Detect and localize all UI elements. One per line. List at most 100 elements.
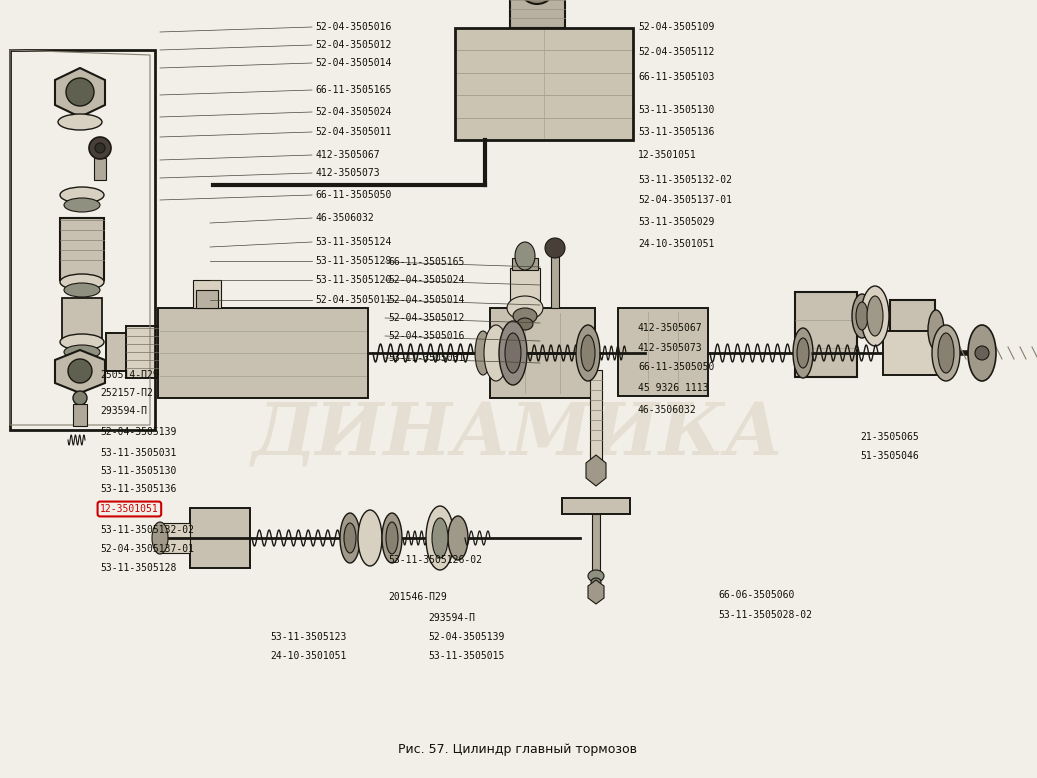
Text: 66-11-3505050: 66-11-3505050 — [638, 362, 714, 372]
Ellipse shape — [358, 510, 382, 566]
Bar — [73, 404, 87, 426]
Text: 53-11-3505128: 53-11-3505128 — [100, 563, 176, 573]
Polygon shape — [586, 455, 606, 486]
Ellipse shape — [867, 296, 882, 336]
Circle shape — [73, 391, 87, 405]
Text: 66-11-3505103: 66-11-3505103 — [638, 72, 714, 82]
Bar — [590, 370, 602, 475]
Ellipse shape — [968, 325, 996, 381]
Ellipse shape — [60, 334, 104, 350]
Text: 53-11-3505120: 53-11-3505120 — [315, 275, 391, 285]
Text: 52-04-3505014: 52-04-3505014 — [315, 58, 391, 68]
Text: 53-11-3505126-02: 53-11-3505126-02 — [388, 555, 482, 565]
Ellipse shape — [484, 325, 508, 381]
Ellipse shape — [591, 578, 601, 586]
Text: 52-04-3505139: 52-04-3505139 — [428, 632, 504, 642]
Bar — [158, 308, 368, 398]
Bar — [94, 158, 106, 180]
Text: 412-3505073: 412-3505073 — [315, 168, 380, 178]
Ellipse shape — [152, 522, 168, 554]
Bar — [512, 258, 538, 270]
Text: 46-3506032: 46-3506032 — [638, 405, 697, 415]
Bar — [882, 331, 943, 375]
Ellipse shape — [426, 506, 454, 570]
Text: 51-3505046: 51-3505046 — [860, 451, 919, 461]
Ellipse shape — [340, 513, 360, 563]
Text: 293594-П: 293594-П — [100, 406, 147, 416]
Ellipse shape — [861, 286, 889, 346]
Text: 52-04-3505016: 52-04-3505016 — [388, 331, 465, 341]
Text: 52-04-3505014: 52-04-3505014 — [388, 295, 465, 305]
Text: 24-10-3501051: 24-10-3501051 — [270, 651, 346, 661]
Ellipse shape — [448, 516, 468, 560]
Text: 250514-П29: 250514-П29 — [100, 370, 159, 380]
Ellipse shape — [505, 333, 521, 373]
Ellipse shape — [382, 513, 402, 563]
Text: 52-04-3505024: 52-04-3505024 — [388, 275, 465, 285]
Ellipse shape — [581, 335, 595, 371]
Ellipse shape — [60, 274, 104, 290]
Ellipse shape — [856, 302, 868, 330]
Text: 412-3505067: 412-3505067 — [638, 323, 703, 333]
Circle shape — [975, 346, 989, 360]
Bar — [60, 218, 104, 280]
Text: 52-04-3505024: 52-04-3505024 — [315, 107, 391, 117]
Bar — [157, 523, 190, 553]
Bar — [106, 333, 127, 371]
Ellipse shape — [344, 523, 356, 553]
Text: 53-11-3505029: 53-11-3505029 — [638, 217, 714, 227]
Text: 52-04-3505109: 52-04-3505109 — [638, 22, 714, 32]
Ellipse shape — [507, 296, 543, 320]
Text: 53-11-3505031: 53-11-3505031 — [388, 353, 465, 363]
Text: 46-3506032: 46-3506032 — [315, 213, 373, 223]
Text: 53-11-3505132-02: 53-11-3505132-02 — [638, 175, 732, 185]
Text: ДИНАМИКА: ДИНАМИКА — [252, 399, 784, 471]
Bar — [890, 300, 935, 360]
Text: 53-11-3505031: 53-11-3505031 — [100, 448, 176, 458]
Text: 412-3505067: 412-3505067 — [315, 150, 380, 160]
Text: 52-04-3505139: 52-04-3505139 — [100, 427, 176, 437]
Ellipse shape — [58, 114, 102, 130]
Bar — [618, 308, 708, 396]
Text: 12-3501051: 12-3501051 — [638, 150, 697, 160]
Text: 53-11-3505028-02: 53-11-3505028-02 — [718, 610, 812, 620]
Text: 53-11-3505015: 53-11-3505015 — [428, 651, 504, 661]
Ellipse shape — [928, 310, 944, 350]
Polygon shape — [55, 68, 105, 117]
Text: 52-04-3505012: 52-04-3505012 — [315, 40, 391, 50]
Text: 53-11-3505136: 53-11-3505136 — [100, 484, 176, 494]
Ellipse shape — [386, 522, 398, 554]
Circle shape — [518, 0, 555, 4]
Bar — [562, 498, 630, 514]
Bar — [510, 0, 565, 28]
Ellipse shape — [576, 325, 600, 381]
Bar — [196, 290, 218, 308]
Text: 45 9326 1113: 45 9326 1113 — [638, 383, 708, 393]
Text: 12-3501051: 12-3501051 — [100, 504, 159, 514]
Bar — [62, 298, 102, 338]
Bar — [190, 508, 250, 568]
Ellipse shape — [64, 345, 100, 359]
Ellipse shape — [432, 518, 448, 558]
Text: 53-11-3505132-02: 53-11-3505132-02 — [100, 525, 194, 535]
Text: 293594-П: 293594-П — [428, 613, 475, 623]
Ellipse shape — [64, 283, 100, 297]
Text: 52-04-3505011: 52-04-3505011 — [315, 295, 391, 305]
Text: 53-11-3505129: 53-11-3505129 — [315, 256, 391, 266]
Bar — [455, 28, 633, 140]
Ellipse shape — [588, 570, 604, 582]
Text: 52-04-3505012: 52-04-3505012 — [388, 313, 465, 323]
Text: 252157-П2: 252157-П2 — [100, 388, 152, 398]
Ellipse shape — [932, 325, 960, 381]
Text: 52-04-3505016: 52-04-3505016 — [315, 22, 391, 32]
Circle shape — [66, 78, 94, 106]
Bar — [193, 280, 221, 308]
Ellipse shape — [793, 328, 813, 378]
Circle shape — [95, 143, 105, 153]
Bar — [551, 253, 559, 308]
Text: 412-3505073: 412-3505073 — [638, 343, 703, 353]
Text: 52-04-3505137-01: 52-04-3505137-01 — [100, 544, 194, 554]
Bar — [592, 514, 600, 574]
Text: 53-11-3505130: 53-11-3505130 — [100, 466, 176, 476]
Ellipse shape — [797, 338, 809, 368]
